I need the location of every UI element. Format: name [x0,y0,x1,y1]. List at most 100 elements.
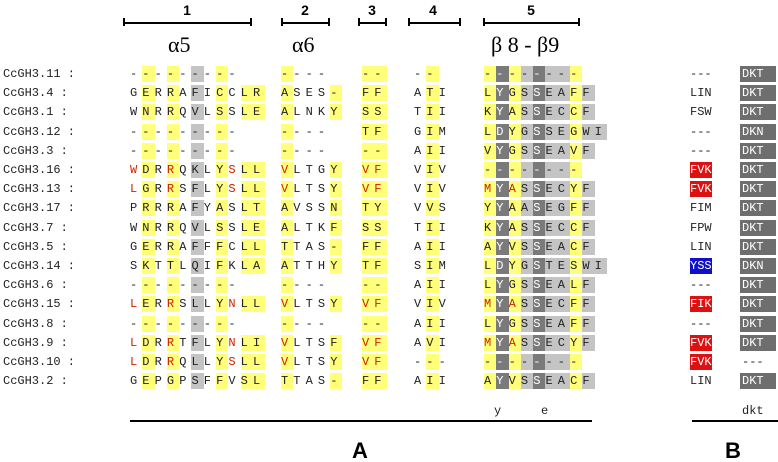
residue: Y [496,296,509,313]
residue: F [582,315,595,332]
panel-b-motif: FVK [690,334,712,351]
residue: - [203,124,211,139]
residue: - [557,66,571,82]
residue: Y [330,181,343,198]
residue: V [414,182,422,197]
residue: S [191,373,204,390]
residue: F [582,296,595,313]
residue: - [166,142,180,159]
residue: D [142,334,155,351]
residue: A [557,315,571,332]
residue: R [154,182,162,197]
residue: - [293,124,301,139]
residue: K [228,259,236,273]
residue: F [191,238,204,255]
residue: G [130,86,138,101]
sequence-name: CcGH3.15 : [3,297,76,312]
panel-b-motif: FIK [690,296,712,313]
residue: F [570,200,583,217]
residue: S [293,86,301,101]
residue: L [240,258,253,274]
residue: L [252,181,266,198]
sequence-name: CcGH3.13 : [3,182,76,197]
sequence-segment-s5: -------- [484,162,583,178]
residue: W [130,220,138,235]
residue: E [142,238,155,255]
residue: R [166,162,180,178]
panel-b-motif: YSS [690,258,712,274]
residue: - [281,315,294,332]
residue: Y [496,200,509,217]
residue: F [582,200,595,217]
residue: R [154,163,162,177]
residue: F [582,238,595,255]
residue: S [520,315,534,332]
residue: I [438,316,446,331]
residue: - [228,67,236,81]
residue: T [545,258,558,274]
panel-b-motif: FVK [690,162,712,178]
residue: - [484,162,497,178]
residue: L [293,297,301,312]
residue: Q [179,105,187,120]
residue: S [179,297,187,312]
residue: - [305,316,313,331]
residue: Y [496,104,509,121]
residue: - [496,354,509,370]
residue: A [281,104,294,121]
residue: L [203,163,211,177]
residue: S [362,219,375,236]
residue: P [130,201,138,216]
residue: N [142,104,155,121]
sequence-name: CcGH3.11 : [3,67,76,81]
bracket-tick [328,18,330,26]
sequence-segment-s3: -- [362,277,387,294]
residue: F [216,238,229,255]
dkt-motif: --- [742,355,764,369]
residue: A [557,238,571,255]
residue: S [438,201,446,216]
residue: D [142,162,155,178]
residue: E [557,258,571,274]
residue: S [520,181,534,198]
residue: S [317,297,326,312]
residue: V [570,142,583,159]
residue: - [520,162,534,178]
residue: S [317,86,326,101]
residue: T [252,200,266,217]
residue: - [154,143,162,158]
residue: V [508,373,521,390]
residue: F [374,373,387,390]
residue: T [166,258,180,274]
residue: L [130,355,138,369]
residue: G [414,124,422,139]
residue: - [484,354,497,370]
dkt-motif: DKT [740,373,776,390]
residue: R [166,104,180,121]
residue: S [374,104,387,121]
residue: - [426,66,439,82]
residue: I [438,105,446,120]
residue: V [508,238,521,255]
residue: - [191,66,204,82]
residue: - [520,66,534,82]
residue: - [570,66,583,82]
residue: - [130,143,138,158]
residue: E [142,373,155,390]
residue: S [317,239,326,254]
residue: S [228,163,236,177]
residue: Y [496,373,509,390]
residue: C [228,239,236,254]
residue: C [557,104,571,121]
residue: I [438,374,446,389]
